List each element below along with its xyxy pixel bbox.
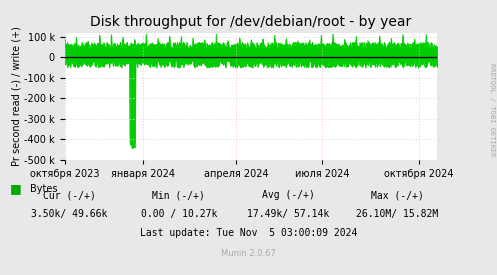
Text: Last update: Tue Nov  5 03:00:09 2024: Last update: Tue Nov 5 03:00:09 2024: [140, 229, 357, 238]
Text: 17.49k/ 57.14k: 17.49k/ 57.14k: [247, 209, 330, 219]
Text: 26.10M/ 15.82M: 26.10M/ 15.82M: [356, 209, 439, 219]
Text: 0.00 / 10.27k: 0.00 / 10.27k: [141, 209, 217, 219]
Title: Disk throughput for /dev/debian/root - by year: Disk throughput for /dev/debian/root - b…: [90, 15, 412, 29]
Text: Avg (-/+): Avg (-/+): [262, 190, 315, 200]
Text: RRDTOOL / TOBI OETIKER: RRDTOOL / TOBI OETIKER: [489, 63, 495, 157]
Text: Munin 2.0.67: Munin 2.0.67: [221, 249, 276, 258]
Text: Bytes: Bytes: [30, 185, 57, 194]
Text: Max (-/+): Max (-/+): [371, 190, 424, 200]
Text: Cur (-/+): Cur (-/+): [43, 190, 96, 200]
Y-axis label: Pr second read (-) / write (+): Pr second read (-) / write (+): [11, 26, 21, 166]
Text: ■: ■: [10, 183, 22, 196]
Text: Min (-/+): Min (-/+): [153, 190, 205, 200]
Text: 3.50k/ 49.66k: 3.50k/ 49.66k: [31, 209, 108, 219]
